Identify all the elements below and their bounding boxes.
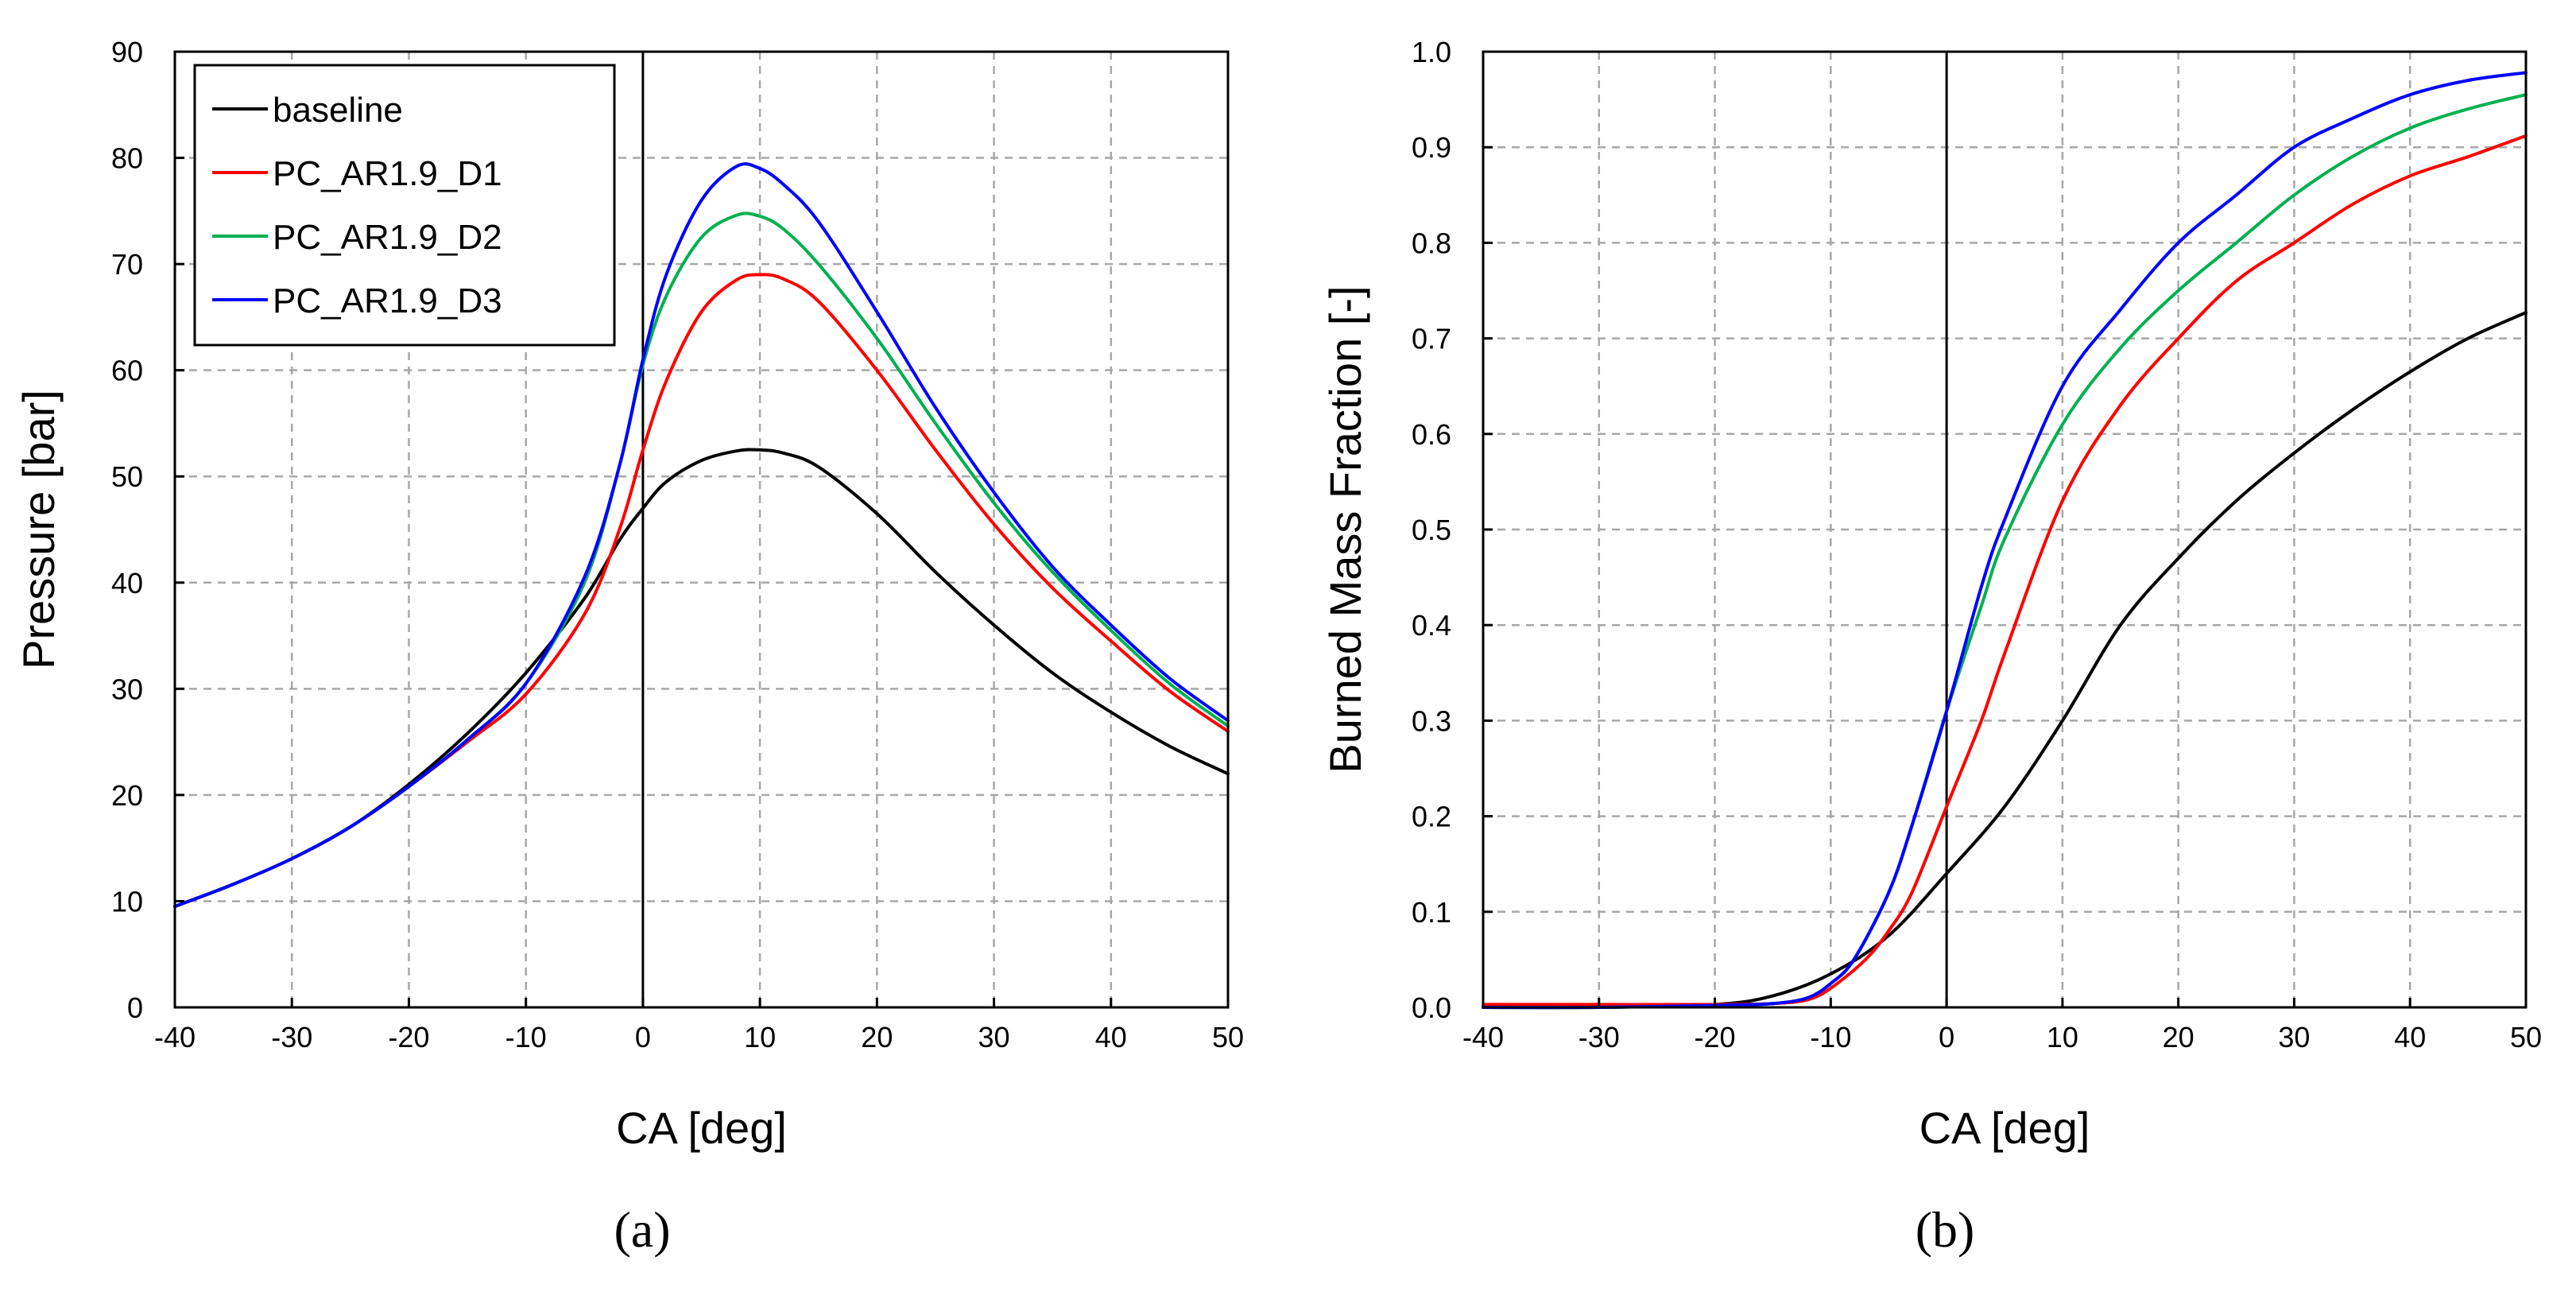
- y-tick-label: 70: [111, 248, 143, 281]
- y-tick-label: 0.2: [1412, 801, 1451, 833]
- x-tick-label: -30: [271, 1021, 312, 1053]
- y-tick-label: 60: [111, 355, 143, 387]
- y-tick-label: 80: [111, 142, 143, 175]
- legend: baseline PC_AR1.9_D1 PC_AR1.9_D2 PC_AR1.9_D…: [193, 64, 616, 347]
- x-tick-label: 10: [744, 1021, 776, 1053]
- y-tick-label: 10: [111, 885, 143, 918]
- x-tick-label: 10: [2047, 1021, 2078, 1053]
- y-tick-label: 1.0: [1412, 36, 1451, 68]
- y-tick-label: 90: [111, 36, 143, 68]
- series-line-pc-ar1-9-d1: [1482, 134, 2528, 1007]
- x-axis-label: CA [deg]: [616, 1103, 787, 1153]
- y-tick-label: 0.0: [1412, 991, 1451, 1024]
- x-tick-label: 50: [2510, 1021, 2542, 1053]
- y-tick-label: 40: [111, 567, 143, 599]
- x-tick-label: 40: [1095, 1021, 1127, 1053]
- y-tick-label: 30: [111, 673, 143, 705]
- series-line-pc-ar1-9-d2: [1482, 93, 2528, 1010]
- y-tick-label: 0.3: [1412, 704, 1451, 737]
- x-tick-label: -10: [506, 1021, 547, 1053]
- x-tick-label: -40: [1462, 1021, 1504, 1053]
- y-axis-label: Pressure [bar]: [14, 390, 64, 669]
- legend-entry-label: PC_AR1.9_D2: [273, 218, 502, 257]
- x-tick-label: -10: [1810, 1021, 1851, 1053]
- series-line-baseline: [1482, 311, 2528, 1010]
- y-tick-label: 0.4: [1412, 609, 1451, 642]
- x-tick-label: 30: [978, 1021, 1010, 1053]
- x-tick-label: -40: [154, 1021, 196, 1053]
- x-tick-label: 30: [2278, 1021, 2310, 1053]
- legend-entry-label: PC_AR1.9_D3: [273, 281, 502, 320]
- series-line-pc-ar1-9-d3: [173, 162, 1230, 909]
- y-tick-label: 0: [127, 991, 143, 1024]
- y-tick-label: 20: [111, 779, 143, 812]
- x-axis-label: CA [deg]: [1919, 1103, 2090, 1153]
- x-tick-label: 50: [1212, 1021, 1244, 1053]
- x-tick-label: -30: [1579, 1021, 1620, 1053]
- panel-b-burned-mass-fraction-chart: -40 -30 -20 -10 0 10 20 30 40 50 0.0 0.1 0.2 0.3 0.4 0.…: [1320, 36, 2542, 1258]
- x-tick-label: -20: [1695, 1021, 1736, 1053]
- panel-label: (b): [1916, 1201, 1975, 1258]
- panel-a-pressure-chart: -40 -30 -20 -10 0 10 20 30 40 50 0 10 20 30 40 50 60 70 80…: [14, 36, 1244, 1258]
- y-tick-label: 0.9: [1412, 131, 1451, 164]
- y-tick-label: 0.8: [1412, 227, 1451, 259]
- y-tick-label: 0.6: [1412, 418, 1451, 451]
- panel-label: (a): [614, 1201, 670, 1258]
- x-tick-label: 40: [2394, 1021, 2426, 1053]
- y-axis-label: Burned Mass Fraction [-]: [1320, 285, 1370, 773]
- x-tick-label: -20: [388, 1021, 429, 1053]
- y-tick-label: 0.5: [1412, 514, 1451, 546]
- legend-entry-label: baseline: [273, 91, 403, 130]
- series-line-pc-ar1-9-d3: [1482, 71, 2528, 1010]
- y-tick-label: 0.1: [1412, 896, 1451, 929]
- x-tick-label: 20: [861, 1021, 893, 1053]
- y-tick-label: 0.7: [1412, 323, 1451, 355]
- x-tick-label: 20: [2163, 1021, 2194, 1053]
- plot-frame: [173, 50, 1230, 1009]
- y-tick-label: 50: [111, 460, 143, 493]
- x-tick-label: 0: [635, 1021, 651, 1053]
- x-tick-label: 0: [1939, 1021, 1954, 1053]
- legend-entry-label: PC_AR1.9_D1: [273, 154, 502, 193]
